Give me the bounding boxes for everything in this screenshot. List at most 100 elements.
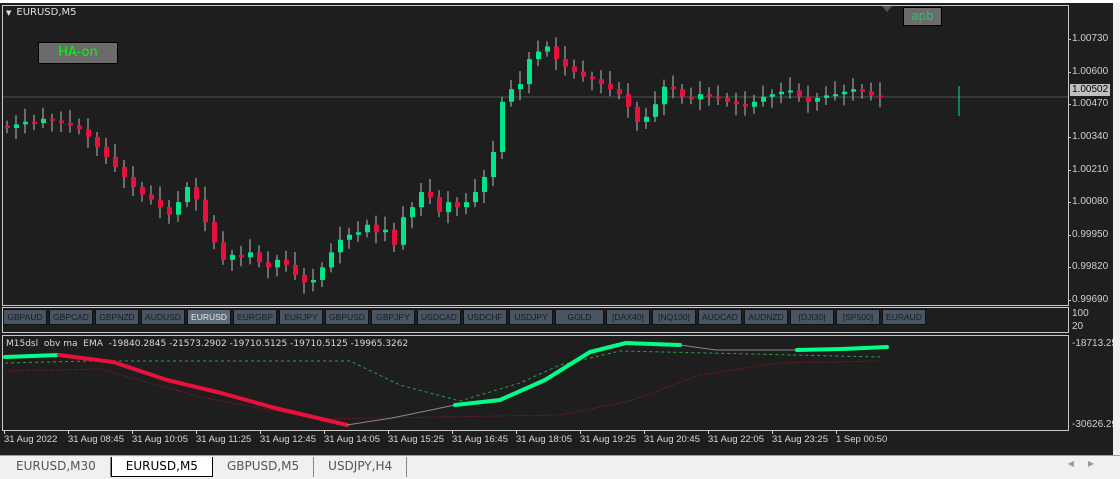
- chart-symbol-label: EURUSD,M5: [16, 7, 77, 18]
- bear-candle: [302, 274, 307, 283]
- price-tick: 0.99820: [1067, 261, 1109, 273]
- bull-candle: [320, 267, 325, 280]
- bull-candle: [185, 187, 190, 203]
- symbol-button-sp500[interactable]: [SP500]: [836, 309, 880, 325]
- time-tick: 31 Aug 22:05: [708, 431, 764, 445]
- tab-eurusd-m30[interactable]: EURUSD,M30: [2, 457, 111, 477]
- symbol-button-gbpusd[interactable]: GBPUSD: [325, 309, 369, 325]
- bear-candle: [743, 104, 748, 107]
- symbol-button-audusd[interactable]: AUDUSD: [141, 309, 185, 325]
- time-tick: 31 Aug 19:25: [580, 431, 636, 445]
- ha-toggle-button[interactable]: HA-on: [38, 42, 118, 64]
- symbol-button-usdcad[interactable]: USDCAD: [417, 309, 461, 325]
- symbol-button-audcad[interactable]: AUDCAD: [698, 309, 742, 325]
- symbol-button-gbpcad[interactable]: GBPCAD: [49, 309, 93, 325]
- symbol-button-nq100[interactable]: [NQ100]: [652, 309, 696, 325]
- right-scrollbar[interactable]: [1113, 3, 1120, 455]
- bear-candle: [689, 96, 694, 100]
- bear-candle: [158, 199, 163, 208]
- obv-line-segment: [498, 377, 547, 402]
- symbol-button-gbpnzd[interactable]: GBPNZD: [95, 309, 139, 325]
- indicator-label: M15dsl obv ma EMA -19840.2845 -21573.290…: [6, 339, 409, 349]
- symbol-button-dji30[interactable]: [DJI30]: [790, 309, 834, 325]
- bear-candle: [95, 136, 100, 147]
- bull-candle: [518, 84, 523, 90]
- bear-candle: [212, 222, 217, 243]
- symbol-button-gbpaud[interactable]: GBPAUD: [3, 309, 47, 325]
- obv-line-segment: [840, 345, 889, 352]
- price-tick: 1.00600: [1067, 65, 1109, 77]
- time-tick: 31 Aug 2022: [4, 431, 58, 445]
- obv-line-segment: [588, 340, 628, 355]
- symbol-button-dax40[interactable]: [DAX40]: [606, 309, 650, 325]
- symbol-button-usdchf[interactable]: USDCHF: [463, 309, 507, 325]
- bear-candle: [293, 264, 298, 275]
- bear-candle: [392, 229, 397, 245]
- dropdown-triangle-icon[interactable]: ▼: [6, 8, 12, 17]
- symbol-button-eurgbp[interactable]: EURGBP: [233, 309, 277, 325]
- bull-candle: [347, 234, 352, 240]
- bear-candle: [797, 90, 802, 97]
- candlestick-chart: [3, 37, 1068, 294]
- bear-candle: [860, 89, 865, 92]
- bear-candle: [140, 187, 145, 195]
- bull-candle: [842, 91, 847, 95]
- time-tick: 31 Aug 20:45: [644, 431, 700, 445]
- bull-candle: [752, 101, 757, 107]
- ind-axis-bottom: -30626.29: [1072, 419, 1118, 430]
- ma-dotted-line: [4, 360, 881, 420]
- bear-candle: [59, 120, 64, 124]
- time-tick: 31 Aug 08:45: [68, 431, 124, 445]
- symbol-button-audnzd[interactable]: AUDNZD: [744, 309, 788, 325]
- time-tick: 31 Aug 16:45: [452, 431, 508, 445]
- indicator-pane[interactable]: [2, 335, 1069, 431]
- bear-candle: [581, 71, 586, 77]
- bull-candle: [662, 86, 667, 105]
- price-tick: 0.99690: [1067, 294, 1109, 305]
- apb-button[interactable]: apb: [903, 7, 942, 26]
- bear-candle: [455, 202, 460, 208]
- tab-eurusd-m5[interactable]: EURUSD,M5: [110, 457, 213, 477]
- bear-candle: [266, 262, 271, 268]
- symbol-button-euraud[interactable]: EURAUD: [882, 309, 926, 325]
- tab-scroll-arrows[interactable]: ◀▶: [1067, 459, 1108, 468]
- ind-axis-top: -18713.25: [1072, 338, 1118, 349]
- bear-candle: [194, 187, 199, 200]
- symbol-button-eurusd[interactable]: EURUSD: [187, 309, 231, 325]
- tab-gbpusd-m5[interactable]: GBPUSD,M5: [213, 457, 315, 477]
- obv-line-segment: [111, 360, 169, 382]
- bull-candle: [833, 94, 838, 97]
- symbol-button-pane: [2, 307, 1069, 333]
- bull-candle: [653, 104, 658, 117]
- symbol-button-eurjpy[interactable]: EURJPY: [279, 309, 323, 325]
- price-chart-pane[interactable]: [2, 5, 1069, 306]
- bull-candle: [248, 252, 253, 258]
- bear-candle: [5, 125, 10, 129]
- price-tick: 1.00470: [1067, 98, 1109, 110]
- bull-candle: [644, 116, 649, 122]
- price-tick: 1.00340: [1067, 130, 1109, 142]
- bull-candle: [230, 254, 235, 260]
- obv-line-segment: [3, 352, 61, 359]
- symbol-button-gbpjpy[interactable]: GBPJPY: [371, 309, 415, 325]
- shift-marker-icon[interactable]: [882, 6, 892, 12]
- bull-candle: [401, 217, 406, 245]
- bull-candle: [446, 202, 451, 213]
- bear-candle: [284, 259, 289, 265]
- bear-candle: [599, 79, 604, 85]
- symbol-button-usdjpy[interactable]: USDJPY: [509, 309, 553, 325]
- obv-line-segment: [453, 397, 502, 407]
- bull-candle: [500, 101, 505, 152]
- bear-candle: [113, 156, 118, 167]
- symbol-buttons: GBPAUD GBPCAD GBPNZD AUDUSD EURUSD EURGBP EURJ…: [3, 309, 926, 325]
- tab-usdjpy-h4[interactable]: USDJPY,H4: [314, 457, 408, 477]
- obv-line-segment: [165, 377, 223, 396]
- chart-title[interactable]: ▼ EURUSD,M5: [6, 7, 77, 18]
- bull-candle: [383, 229, 388, 233]
- symbol-button-gold[interactable]: GOLD: [555, 309, 604, 325]
- obv-line-segment: [346, 417, 393, 426]
- bear-candle: [374, 224, 379, 233]
- bear-candle: [167, 207, 172, 215]
- bull-candle: [338, 239, 343, 253]
- price-tick: 1.00080: [1067, 196, 1109, 208]
